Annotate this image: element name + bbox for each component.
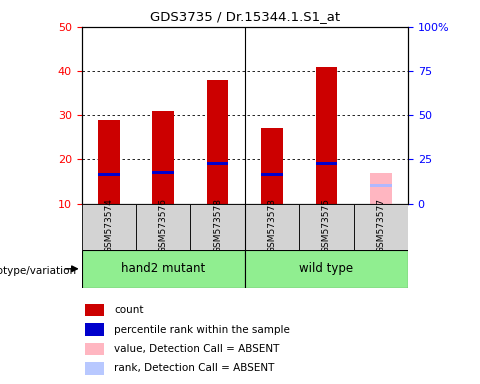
Bar [98, 120, 120, 204]
Text: genotype/variation: genotype/variation [0, 266, 77, 276]
Title: GDS3735 / Dr.15344.1.S1_at: GDS3735 / Dr.15344.1.S1_at [150, 10, 340, 23]
Bar [299, 204, 354, 250]
Text: rank, Detection Call = ABSENT: rank, Detection Call = ABSENT [114, 363, 275, 373]
Bar [85, 362, 105, 375]
Bar [245, 250, 408, 288]
Text: GSM573578: GSM573578 [213, 198, 222, 253]
Text: GSM573576: GSM573576 [159, 198, 168, 253]
Bar [354, 204, 408, 250]
Bar [136, 204, 191, 250]
Bar [315, 162, 337, 166]
Text: value, Detection Call = ABSENT: value, Detection Call = ABSENT [114, 344, 280, 354]
Bar [207, 80, 228, 204]
Bar [245, 204, 299, 250]
Bar [85, 343, 105, 355]
Text: percentile rank within the sample: percentile rank within the sample [114, 324, 290, 334]
Bar [98, 173, 120, 176]
Bar [152, 171, 174, 174]
Text: GSM573573: GSM573573 [267, 198, 276, 253]
Text: GSM573577: GSM573577 [376, 198, 385, 253]
Bar [85, 323, 105, 336]
Bar [261, 173, 283, 176]
Bar [370, 184, 392, 187]
Text: GSM573575: GSM573575 [322, 198, 331, 253]
Bar [191, 204, 245, 250]
Text: wild type: wild type [300, 262, 353, 275]
Bar [261, 128, 283, 204]
Bar [82, 250, 245, 288]
Bar [315, 67, 337, 204]
Text: hand2 mutant: hand2 mutant [121, 262, 205, 275]
Bar [152, 111, 174, 204]
Bar [370, 173, 392, 204]
Bar [82, 204, 136, 250]
Bar [207, 162, 228, 166]
Text: count: count [114, 305, 144, 315]
Bar [85, 304, 105, 316]
Text: GSM573574: GSM573574 [104, 198, 113, 253]
